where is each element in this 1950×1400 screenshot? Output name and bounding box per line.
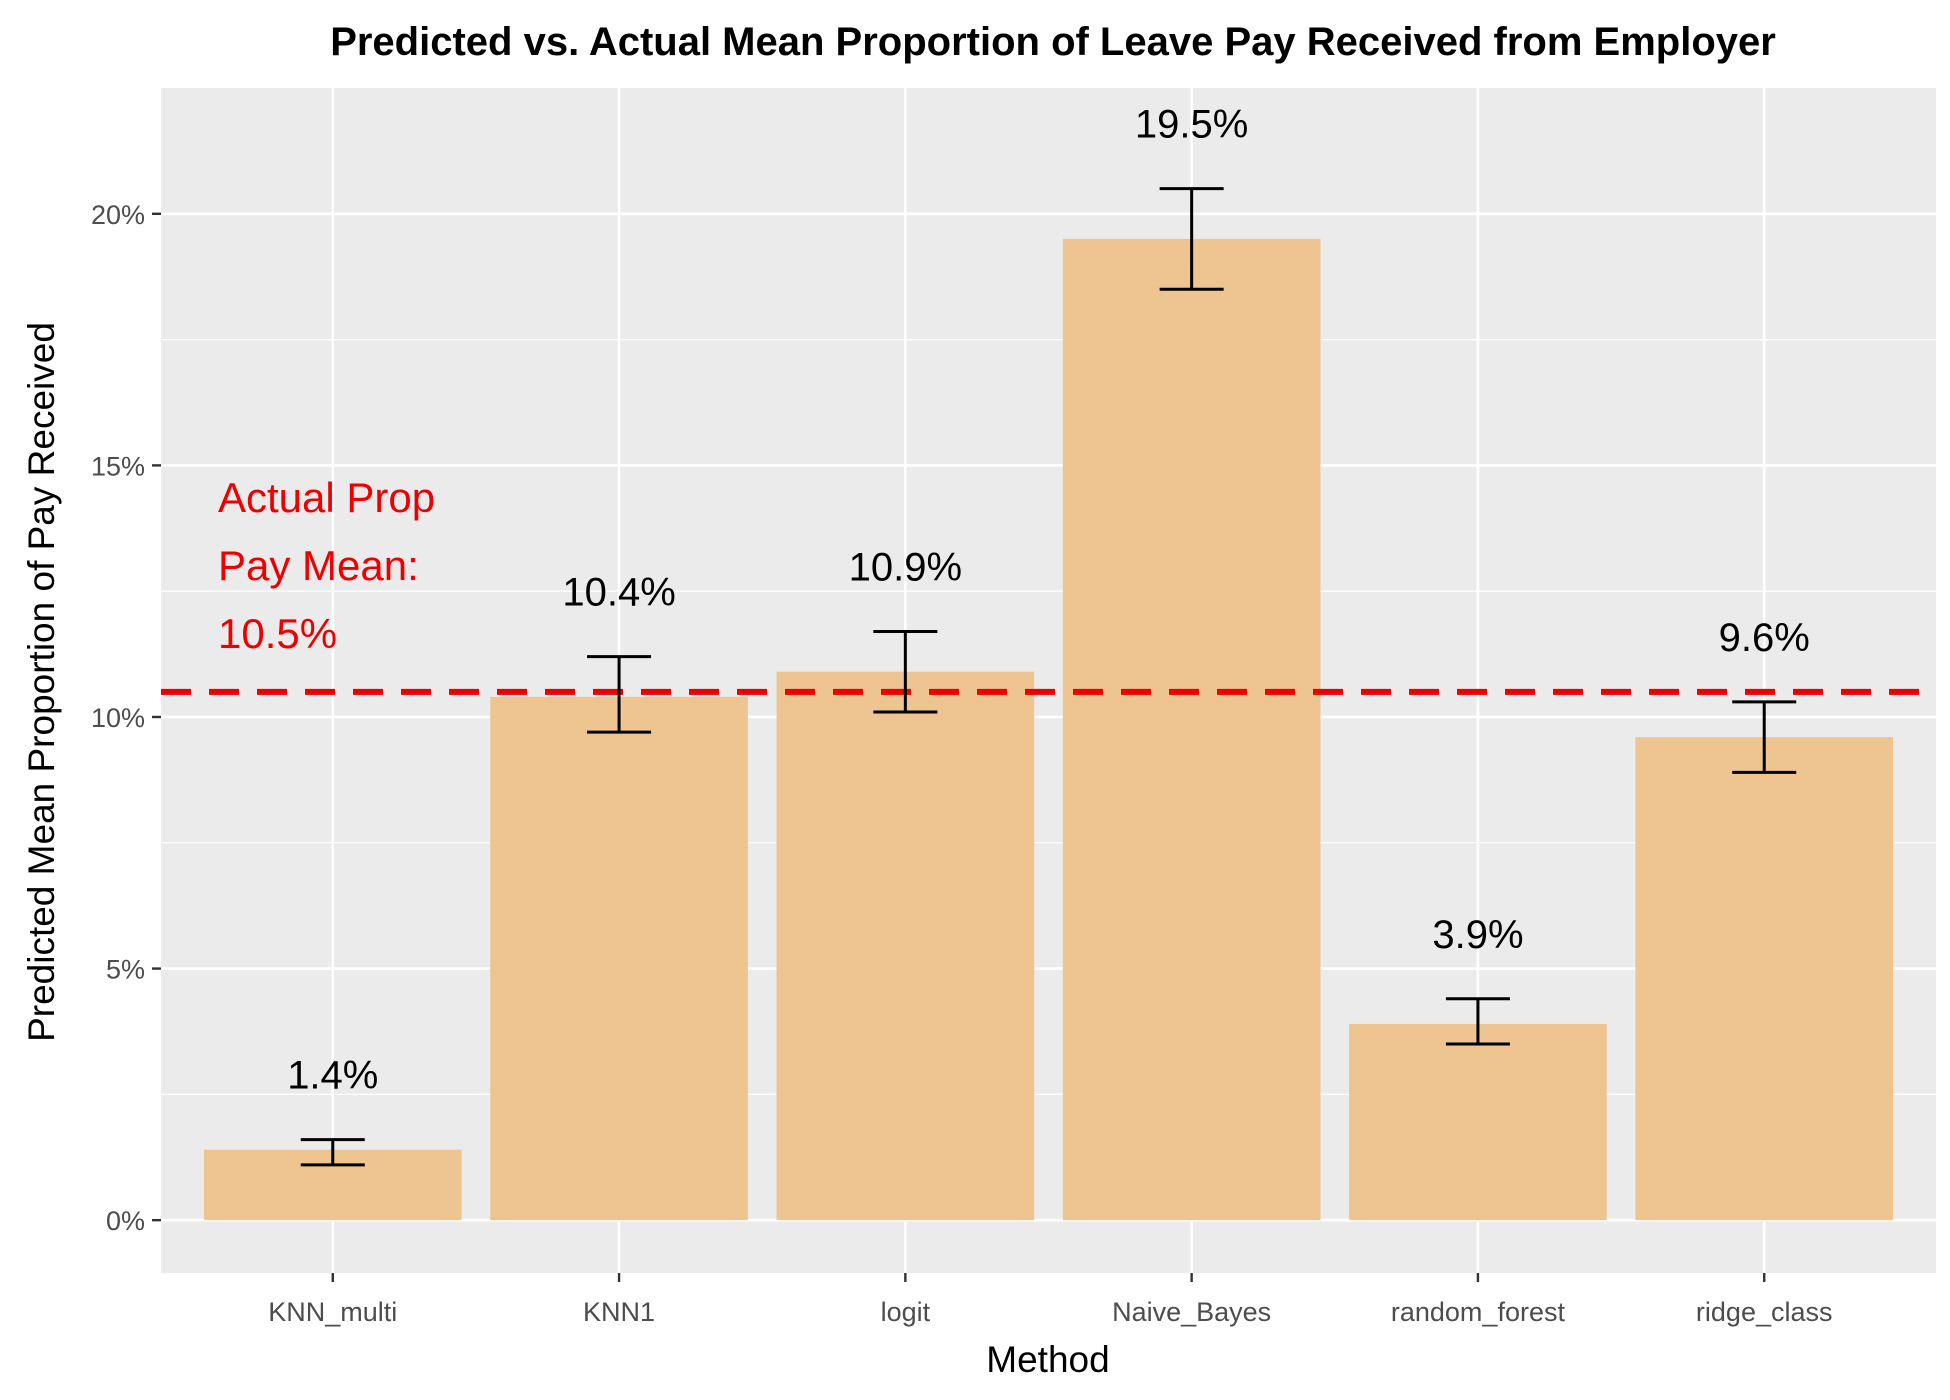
y-tick-label: 0% [106,1206,145,1236]
bar-KNN1 [490,696,748,1221]
bars [203,238,1894,1221]
bar-value-labels: 1.4% 10.4% 10.9% 19.5% 3.9% 9.6% [287,103,1810,1098]
y-axis: 0% 5% 10% 15% 20% [91,200,161,1236]
bar-value-label: 9.6% [1719,616,1810,660]
bar-value-label: 10.9% [849,545,962,589]
bar-value-label: 3.9% [1432,913,1523,957]
x-tick-label: ridge_class [1696,1297,1833,1327]
bar-value-label: 1.4% [287,1054,378,1098]
reference-line-group: Actual Prop Pay Mean: 10.5% [161,474,1936,695]
bar-random_forest [1349,1023,1607,1221]
x-axis-title: Method [986,1339,1109,1380]
bar-value-label: 19.5% [1135,103,1248,147]
reference-line-label: Pay Mean: [218,542,419,589]
bar-logit [776,671,1035,1221]
reference-line-label: Actual Prop [218,474,435,521]
bar-Naive_Bayes [1062,238,1321,1221]
chart-title: Predicted vs. Actual Mean Proportion of … [330,20,1776,64]
x-axis: KNN_multi KNN1 logit Naive_Bayes random_fore… [268,1273,1833,1327]
x-tick-label: KNN1 [583,1297,655,1327]
error-bars [300,187,1797,1167]
reference-line-label: 10.5% [218,610,337,657]
x-tick-label: random_forest [1391,1297,1566,1327]
y-tick-label: 5% [106,955,145,985]
y-tick-label: 15% [91,451,145,481]
x-tick-label: logit [881,1297,931,1327]
x-tick-label: Naive_Bayes [1112,1297,1271,1327]
x-tick-label: KNN_multi [268,1297,397,1327]
bar-ridge_class [1635,737,1894,1221]
y-axis-title: Predicted Mean Proportion of Pay Receive… [21,322,62,1042]
y-tick-label: 20% [91,200,145,230]
y-tick-label: 10% [91,703,145,733]
bar-value-label: 10.4% [562,571,675,615]
